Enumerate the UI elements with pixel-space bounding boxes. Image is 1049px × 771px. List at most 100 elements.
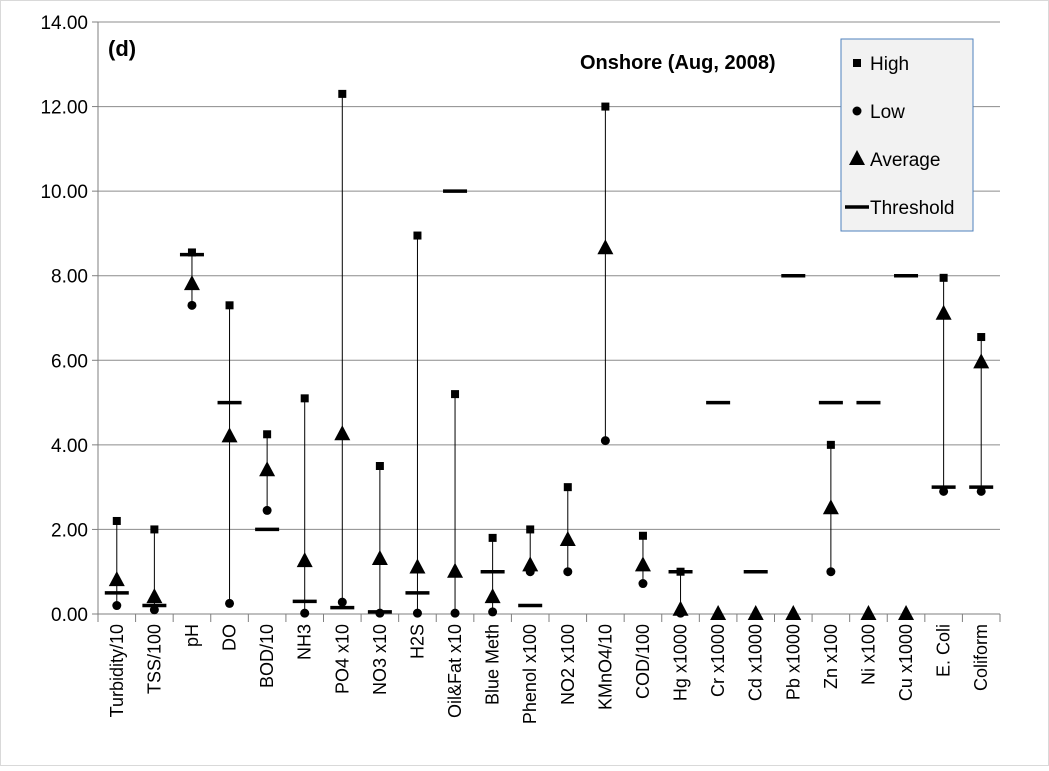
- high-point: [977, 333, 986, 342]
- average-point: [108, 571, 125, 587]
- low-point: [187, 300, 197, 310]
- high-point: [263, 430, 272, 439]
- x-tick-label: Cr x1000: [708, 624, 728, 697]
- average-point: [822, 499, 839, 515]
- y-tick-label: 14.00: [40, 13, 88, 34]
- high-point: [150, 525, 159, 534]
- legend: High Low Average Threshold: [840, 38, 974, 232]
- average-point: [935, 304, 952, 320]
- y-tick-label: 4.00: [51, 436, 88, 457]
- x-tick-label: Turbidity/10: [107, 624, 127, 717]
- y-tick-label: 12.00: [40, 98, 88, 119]
- x-tick-label: Cu x1000: [896, 624, 916, 701]
- x-tick-label: E. Coli: [934, 624, 954, 677]
- low-point: [563, 567, 573, 577]
- x-tick-label: Blue Meth: [483, 624, 503, 705]
- average-point: [785, 605, 802, 620]
- y-axis: 0.00 2.00 4.00 6.00 8.00 10.00 12.00 14.00: [40, 13, 99, 626]
- x-tick-label: NO2 x100: [558, 624, 578, 705]
- x-tick-label: KMnO4/10: [595, 624, 615, 710]
- x-tick-label: DO: [220, 624, 240, 651]
- average-point: [183, 275, 200, 291]
- average-point: [860, 605, 877, 620]
- panel-label: (d): [108, 36, 136, 61]
- high-point: [300, 394, 309, 403]
- low-point: [262, 505, 272, 515]
- y-tick-label: 0.00: [51, 605, 88, 626]
- average-point: [259, 461, 276, 477]
- low-point: [826, 567, 836, 577]
- high-point: [488, 533, 497, 542]
- high-point: [112, 516, 121, 525]
- x-tick-label: Cd x1000: [746, 624, 766, 701]
- high-point: [826, 440, 835, 449]
- high-point: [526, 525, 535, 534]
- x-tick-label: pH: [182, 624, 202, 647]
- low-point: [112, 601, 122, 611]
- x-tick-label: Hg x1000: [671, 624, 691, 701]
- low-point: [976, 486, 986, 496]
- low-point: [225, 598, 235, 608]
- average-point: [634, 556, 651, 572]
- average-point: [973, 353, 990, 369]
- x-tick-label: COD/100: [633, 624, 653, 699]
- x-tick-label: BOD/10: [257, 624, 277, 688]
- high-point: [338, 89, 347, 98]
- x-tick-label: Oil&Fat x10: [445, 624, 465, 718]
- average-point: [522, 556, 539, 572]
- x-tick-label: NH3: [295, 624, 315, 660]
- high-point: [187, 248, 196, 257]
- low-point: [300, 608, 310, 618]
- x-tick-label: Ni x100: [858, 624, 878, 685]
- x-tick-label: TSS/100: [144, 624, 164, 694]
- y-tick-label: 6.00: [51, 351, 88, 372]
- x-tick-label: Coliform: [971, 624, 991, 691]
- chart-title: Onshore (Aug, 2008): [580, 52, 776, 74]
- x-axis: Turbidity/10 TSS/100 pH DO BOD/10 NH3 PO4 x10 N…: [97, 613, 1001, 724]
- x-tick-label: PO4 x10: [332, 624, 352, 694]
- chart-marks: [104, 89, 994, 620]
- average-point: [409, 558, 426, 574]
- average-point: [559, 531, 576, 546]
- average-point: [597, 239, 614, 255]
- legend-average-marker: [849, 150, 865, 165]
- y-tick-label: 2.00: [51, 520, 88, 541]
- average-point: [371, 550, 388, 566]
- high-point: [939, 273, 948, 282]
- high-point: [225, 301, 234, 310]
- y-tick-label: 8.00: [51, 267, 88, 288]
- average-point: [672, 600, 689, 616]
- low-point: [337, 597, 347, 607]
- average-point: [146, 588, 163, 604]
- average-point: [747, 605, 764, 620]
- y-tick-label: 10.00: [40, 182, 88, 203]
- low-point: [488, 607, 498, 617]
- average-point: [484, 588, 501, 604]
- low-point: [638, 579, 648, 589]
- low-point: [600, 436, 610, 446]
- x-tick-label: Zn x100: [821, 624, 841, 689]
- average-point: [334, 425, 351, 441]
- average-point: [898, 605, 915, 620]
- average-point: [447, 562, 464, 578]
- high-point: [413, 231, 422, 240]
- average-point: [710, 605, 727, 620]
- x-tick-label: Pb x1000: [783, 624, 803, 700]
- x-tick-label: H2S: [407, 624, 427, 659]
- low-point: [939, 486, 949, 496]
- x-tick-label: Phenol x100: [520, 624, 540, 724]
- x-tick-label: NO3 x10: [370, 624, 390, 695]
- average-point: [296, 552, 313, 568]
- legend-low-label: Low: [870, 102, 905, 123]
- average-point: [221, 427, 238, 443]
- low-point: [412, 608, 422, 618]
- high-point: [451, 390, 460, 399]
- high-point: [563, 483, 572, 492]
- high-point: [375, 462, 384, 470]
- legend-threshold-label: Threshold: [870, 198, 955, 219]
- low-point: [149, 605, 159, 615]
- legend-high-label: High: [870, 54, 909, 75]
- legend-high-marker: [853, 59, 861, 67]
